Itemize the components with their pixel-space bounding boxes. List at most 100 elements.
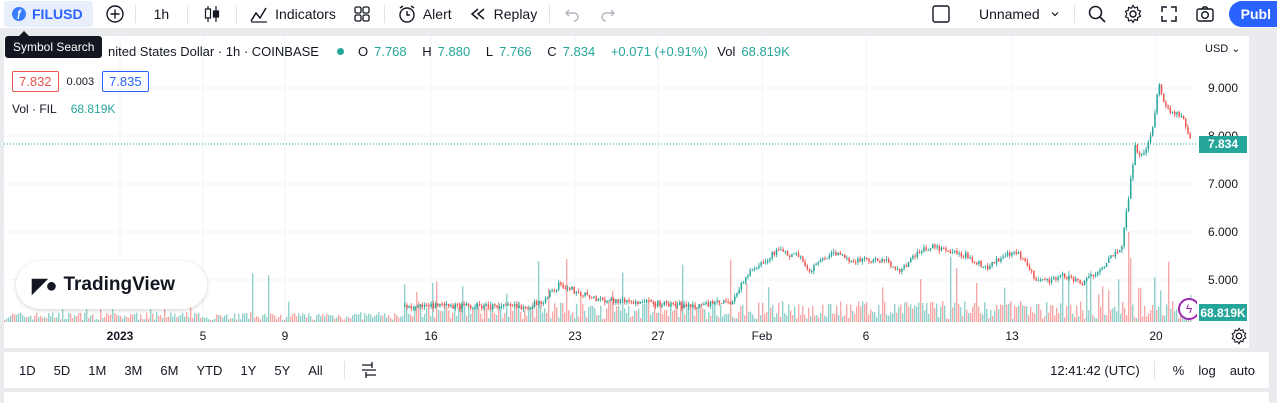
currency-selector[interactable]: USD ⌄ (1205, 42, 1241, 55)
volume-bar (68, 312, 70, 322)
range-button-3m[interactable]: 3M (124, 362, 143, 378)
candle-body (624, 299, 626, 303)
fullscreen-button[interactable] (1151, 0, 1187, 28)
candle-body (1145, 149, 1147, 153)
candle-body (1068, 276, 1070, 279)
layout-name-dropdown[interactable]: Unnamed (957, 0, 1070, 28)
templates-button[interactable] (344, 0, 380, 28)
candle-body (674, 303, 677, 306)
candle-body (648, 300, 650, 302)
candle-body (683, 304, 685, 309)
publish-button[interactable]: Publ (1228, 1, 1277, 27)
range-button-1m[interactable]: 1M (88, 362, 107, 378)
volume-bar (420, 303, 422, 322)
redo-button[interactable] (590, 0, 626, 28)
candle-body (516, 304, 518, 308)
volume-bar (1006, 304, 1008, 322)
time-axis[interactable]: 2023 5 9 16 23 27 Feb 6 13 20 (4, 322, 1249, 348)
volume-bar (856, 306, 858, 322)
volume-bar (608, 301, 610, 322)
volume-bar (1086, 281, 1088, 322)
undo-button[interactable] (554, 0, 590, 28)
candle-body (808, 268, 811, 272)
high-label: H (422, 44, 432, 59)
indicators-button[interactable]: Indicators (241, 0, 344, 28)
candle-body (738, 289, 740, 294)
chart-type-button[interactable] (192, 0, 232, 28)
volume-bar (1102, 286, 1104, 322)
candle-body (437, 303, 439, 307)
clock[interactable]: 12:41:42 (UTC) (1050, 362, 1140, 378)
replay-button[interactable]: Replay (460, 0, 546, 28)
volume-bar (906, 302, 908, 322)
volume-bar (668, 316, 670, 322)
volume-bar (280, 314, 282, 322)
volume-bar (1064, 317, 1066, 322)
volume-bar (550, 318, 552, 322)
volume-bar (782, 301, 784, 322)
compare-button[interactable] (99, 0, 131, 28)
candle-body (1064, 273, 1066, 278)
volume-bar (290, 316, 292, 322)
spread-value: 0.003 (66, 75, 95, 88)
volume-bar (258, 317, 260, 322)
volume-bar (74, 315, 76, 322)
range-button-1d[interactable]: 1D (19, 362, 36, 378)
axis-settings-button[interactable] (1229, 326, 1249, 348)
candle-body (773, 251, 776, 255)
buy-button[interactable]: 7.835 (102, 71, 149, 92)
candle-body (1174, 111, 1176, 115)
range-button-1y[interactable]: 1Y (240, 362, 257, 378)
volume-bar (566, 259, 568, 322)
symbol-search-button[interactable]: ƒ FILUSD (4, 1, 93, 27)
volume-bar (616, 306, 618, 322)
range-button-6m[interactable]: 6M (160, 362, 179, 378)
tradingview-logo[interactable]: ◤● TradingView (16, 261, 207, 309)
candle-body (1046, 278, 1048, 280)
volume-bar (548, 288, 550, 322)
range-button-ytd[interactable]: YTD (196, 362, 223, 378)
range-button-all[interactable]: All (308, 362, 323, 378)
volume-bar (634, 310, 636, 322)
auto-toggle[interactable]: auto (1229, 362, 1255, 378)
sell-button[interactable]: 7.832 (12, 71, 59, 92)
candle-body (663, 301, 666, 306)
volume-bar (870, 309, 872, 322)
candle-body (883, 259, 886, 261)
volume-bar (1074, 317, 1076, 322)
percent-toggle[interactable]: % (1172, 362, 1185, 378)
log-toggle[interactable]: log (1198, 362, 1216, 378)
interval-button[interactable]: 1h (140, 0, 184, 28)
candle-body (1057, 277, 1059, 280)
alert-button[interactable]: Alert (389, 0, 460, 28)
volume-bar (1012, 318, 1014, 322)
volume-bar (666, 310, 668, 322)
volume-bar (88, 317, 90, 322)
toolbar-divider (236, 5, 238, 23)
volume-bar (172, 316, 174, 322)
range-button-5d[interactable]: 5D (53, 362, 71, 378)
gear-icon (1123, 4, 1143, 24)
volume-bar (180, 314, 182, 322)
settings-button[interactable] (1115, 0, 1151, 28)
volume-bar (50, 315, 52, 322)
volume-bar (1018, 305, 1020, 322)
candle-body (586, 292, 589, 296)
candle-body (630, 301, 633, 303)
volume-bar (316, 314, 318, 322)
layout-checkbox[interactable] (925, 0, 957, 28)
snapshot-button[interactable] (1187, 0, 1223, 28)
volume-bar (20, 312, 22, 322)
candle-body (544, 297, 547, 303)
volume-bar (92, 314, 94, 322)
quick-search-button[interactable] (1079, 0, 1115, 28)
candle-body (511, 304, 514, 306)
candle-body (577, 291, 580, 293)
go-to-date-button[interactable] (349, 356, 389, 384)
volume-bar (1136, 318, 1138, 322)
candle-body (485, 304, 487, 306)
range-button-5y[interactable]: 5Y (274, 362, 291, 378)
volume-bar (1096, 318, 1098, 322)
chart-pane[interactable]: nited States Dollar · 1h · COINBASE O 7.7… (4, 36, 1200, 322)
